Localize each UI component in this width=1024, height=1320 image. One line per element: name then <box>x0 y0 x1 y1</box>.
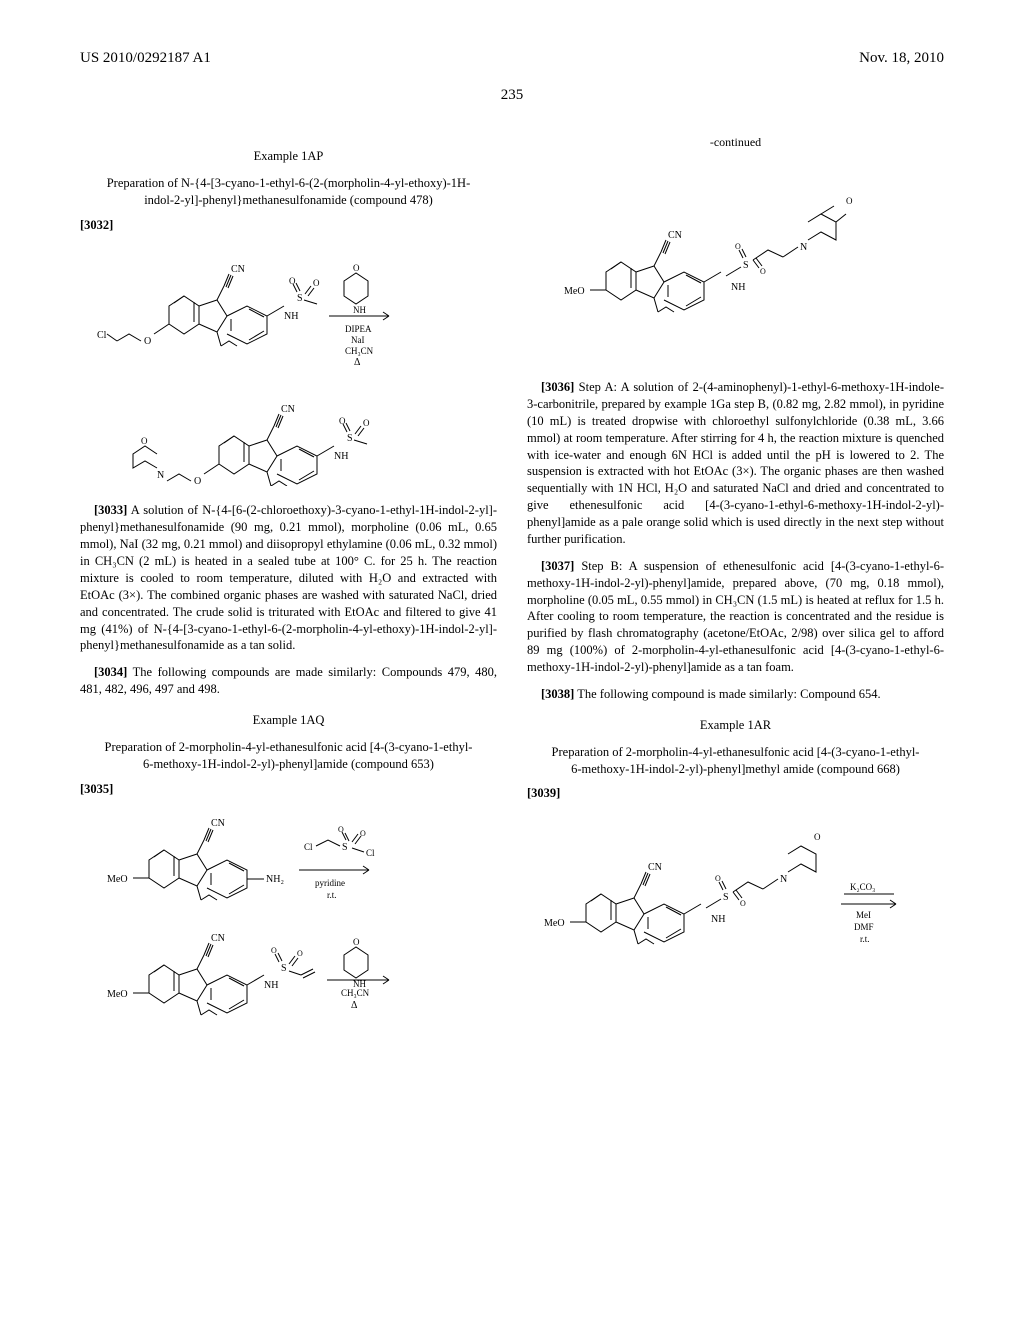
para-3036: [3036] Step A: A solution of 2-(4-aminop… <box>527 379 944 548</box>
svg-text:Cl: Cl <box>97 330 107 341</box>
para-text: A solution of N-{4-[6-(2-chloroethoxy)-3… <box>80 503 497 652</box>
para-text: The following compounds are made similar… <box>80 665 497 696</box>
para-number: [3032] <box>80 218 113 232</box>
svg-text:Cl: Cl <box>366 848 375 858</box>
para-number: [3034] <box>94 665 127 679</box>
para-3032: [3032] <box>80 217 497 234</box>
svg-text:O: O <box>735 242 741 251</box>
svg-text:CN: CN <box>211 818 225 829</box>
para-3038: [3038] The following compound is made si… <box>527 686 944 703</box>
svg-text:MeO: MeO <box>107 874 128 885</box>
svg-text:CN: CN <box>211 933 225 944</box>
svg-text:DIPEA: DIPEA <box>345 324 372 334</box>
svg-text:O: O <box>715 874 721 883</box>
svg-text:O: O <box>353 263 360 273</box>
svg-text:CN: CN <box>281 404 295 415</box>
svg-text:NH: NH <box>334 451 348 462</box>
svg-text:O: O <box>814 832 821 842</box>
svg-text:N: N <box>780 874 787 885</box>
svg-text:pyridine: pyridine <box>315 878 345 888</box>
para-number: [3039] <box>527 786 560 800</box>
svg-text:Cl: Cl <box>304 842 313 852</box>
svg-text:MeI: MeI <box>856 910 871 920</box>
para-number: [3036] <box>541 380 574 394</box>
para-number: [3037] <box>541 559 574 573</box>
svg-text:O: O <box>297 949 303 958</box>
svg-text:NaI: NaI <box>351 335 365 345</box>
svg-text:S: S <box>743 260 749 271</box>
svg-text:K₂CO₃: K₂CO₃ <box>850 882 875 892</box>
scheme-1ap-structure: CN NH S <box>80 246 497 491</box>
publication-number: US 2010/0292187 A1 <box>80 50 211 67</box>
svg-text:O: O <box>846 196 853 206</box>
svg-text:DMF: DMF <box>854 922 874 932</box>
example-1aq-title: Preparation of 2-morpholin-4-yl-ethanesu… <box>80 739 497 773</box>
svg-text:O: O <box>194 476 201 486</box>
svg-text:r.t.: r.t. <box>860 934 870 944</box>
left-column: Example 1AP Preparation of N-{4-[3-cyano… <box>80 134 497 1046</box>
svg-text:S: S <box>342 842 348 853</box>
svg-text:CN: CN <box>231 264 245 275</box>
svg-text:r.t.: r.t. <box>327 890 337 900</box>
svg-text:NH₂: NH₂ <box>266 874 284 885</box>
continued-label: -continued <box>527 134 944 150</box>
svg-text:O: O <box>313 278 320 288</box>
svg-text:N: N <box>157 470 164 481</box>
para-3034: [3034] The following compounds are made … <box>80 664 497 698</box>
svg-text:O: O <box>339 416 346 426</box>
svg-text:S: S <box>297 293 303 304</box>
example-1aq-label: Example 1AQ <box>80 712 497 729</box>
para-text: Step B: A suspension of ethenesulfonic a… <box>527 559 944 674</box>
right-column: -continued CN <box>527 134 944 1046</box>
svg-text:O: O <box>360 829 366 838</box>
svg-text:S: S <box>281 963 287 974</box>
svg-text:CN: CN <box>648 862 662 873</box>
para-3037: [3037] Step B: A suspension of ethenesul… <box>527 558 944 676</box>
svg-text:O: O <box>141 436 148 446</box>
para-text: The following compound is made similarly… <box>577 687 880 701</box>
para-3035: [3035] <box>80 781 497 798</box>
svg-text:CN: CN <box>668 230 682 241</box>
svg-text:Δ: Δ <box>351 1000 358 1011</box>
svg-text:MeO: MeO <box>564 286 585 297</box>
scheme-1ar-structure: CN MeO NH S <box>527 814 944 979</box>
svg-text:O: O <box>740 899 746 908</box>
example-1ar-title: Preparation of 2-morpholin-4-yl-ethanesu… <box>527 744 944 778</box>
para-number: [3033] <box>94 503 127 517</box>
para-number: [3035] <box>80 782 113 796</box>
svg-text:NH: NH <box>353 305 366 315</box>
svg-text:O: O <box>289 276 296 286</box>
svg-text:N: N <box>800 242 807 253</box>
svg-text:NH: NH <box>711 914 725 925</box>
svg-text:NH: NH <box>731 282 745 293</box>
svg-text:O: O <box>338 825 344 834</box>
publication-date: Nov. 18, 2010 <box>859 50 944 67</box>
scheme-1aq-structure: CN NH₂ MeO <box>80 810 497 1035</box>
svg-text:O: O <box>353 937 360 947</box>
para-3039: [3039] <box>527 785 944 802</box>
svg-text:S: S <box>347 433 353 444</box>
svg-text:MeO: MeO <box>544 918 565 929</box>
svg-text:CH₃CN: CH₃CN <box>345 346 374 356</box>
svg-text:S: S <box>723 892 729 903</box>
svg-text:Δ: Δ <box>354 357 361 368</box>
para-3033: [3033] A solution of N-{4-[6-(2-chloroet… <box>80 502 497 654</box>
svg-text:NH: NH <box>284 311 298 322</box>
para-text: Step A: A solution of 2-(4-aminophenyl)-… <box>527 380 944 546</box>
example-1ar-label: Example 1AR <box>527 717 944 734</box>
page-number: 235 <box>80 87 944 104</box>
svg-text:O: O <box>144 336 151 347</box>
compound-653-structure: CN MeO NH <box>527 162 944 367</box>
svg-text:O: O <box>760 267 766 276</box>
example-1ap-label: Example 1AP <box>80 148 497 165</box>
svg-text:NH: NH <box>264 980 278 991</box>
example-1ap-title: Preparation of N-{4-[3-cyano-1-ethyl-6-(… <box>80 175 497 209</box>
svg-text:MeO: MeO <box>107 989 128 1000</box>
page-header: US 2010/0292187 A1 Nov. 18, 2010 <box>80 50 944 67</box>
svg-text:O: O <box>363 418 370 428</box>
para-number: [3038] <box>541 687 574 701</box>
svg-text:CH₃CN: CH₃CN <box>341 988 370 998</box>
svg-text:O: O <box>271 946 277 955</box>
